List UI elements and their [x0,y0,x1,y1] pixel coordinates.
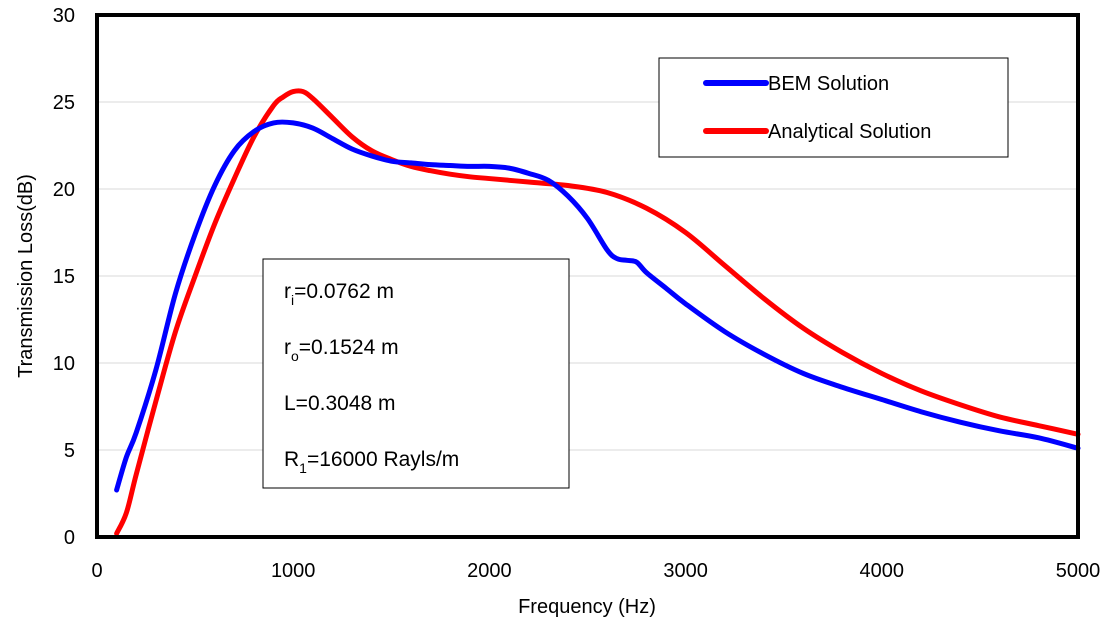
y-tick-label: 25 [53,92,75,114]
legend-label-bem: BEM Solution [768,73,889,95]
y-axis-title: Transmission Loss(dB) [15,174,37,378]
x-tick-label: 2000 [467,560,512,582]
x-tick-label: 5000 [1056,560,1101,582]
legend-label-analytical: Analytical Solution [768,121,931,143]
gridlines [97,101,1078,451]
legend-box [658,57,1009,158]
x-tick-label: 1000 [271,560,316,582]
annotation-outer-radius-main: r [284,336,291,359]
legend: BEM Solution Analytical Solution [658,57,1009,158]
parameter-annotation-box: ri=0.0762 m ro=0.1524 m L=0.3048 m R1=16… [262,258,570,489]
annotation-outer-radius: ro=0.1524 m [284,336,399,364]
annotation-inner-radius-main: r [284,280,291,303]
y-tick-label: 5 [64,440,75,462]
series-lines [114,88,1081,537]
annotation-flow-resistivity-sub: 1 [299,460,307,476]
annotation-inner-radius-sub: i [291,292,294,308]
x-tick-label: 0 [91,560,102,582]
series-line-1 [114,88,1081,537]
annotation-inner-radius: ri=0.0762 m [284,280,394,308]
y-tick-label: 30 [53,5,75,27]
annotation-frame [262,258,570,489]
annotation-outer-radius-sub: o [291,348,299,364]
annotation-flow-resistivity-value: =16000 Rayls/m [307,448,459,471]
plot-frame [95,13,1080,539]
annotation-flow-resistivity: R1=16000 Rayls/m [284,448,459,476]
y-tick-label: 0 [64,527,75,549]
annotation-flow-resistivity-main: R [284,448,299,471]
annotation-inner-radius-value: =0.0762 m [294,280,394,303]
series-line-0 [114,119,1081,493]
annotation-outer-radius-value: =0.1524 m [299,336,399,359]
x-tick-label: 4000 [860,560,905,582]
tick-labels: 0 5 10 15 20 25 30 0 1000 2000 3000 4000 5000 [53,5,1101,582]
y-tick-label: 20 [53,179,75,201]
y-tick-label: 10 [53,353,75,375]
x-axis-title: Frequency (Hz) [518,596,656,618]
annotation-length: L=0.3048 m [284,392,396,415]
x-tick-label: 3000 [663,560,708,582]
y-tick-label: 15 [53,266,75,288]
